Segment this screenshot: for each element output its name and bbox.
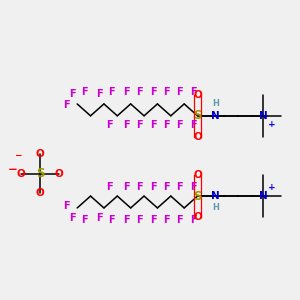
Text: F: F [123,215,130,225]
Text: S: S [193,190,202,202]
Text: F: F [190,182,196,192]
Text: F: F [136,215,143,225]
Text: −: − [14,152,22,160]
Text: O: O [193,90,202,100]
Text: F: F [106,182,113,192]
Text: O: O [16,169,25,179]
Text: +: + [268,183,276,192]
Text: O: O [36,149,44,160]
Text: F: F [81,215,88,225]
Text: O: O [193,170,202,180]
Text: N: N [211,111,220,121]
Text: F: F [176,87,183,97]
Text: F: F [136,182,143,192]
Text: H: H [212,99,219,108]
Text: F: F [123,182,130,192]
Text: F: F [123,87,130,97]
Text: F: F [150,120,156,130]
Text: F: F [163,120,170,130]
Text: S: S [36,167,44,180]
Text: F: F [176,120,183,130]
Text: N: N [259,191,267,201]
Text: N: N [259,111,267,121]
Text: F: F [176,182,183,192]
Text: F: F [108,87,115,97]
Text: F: F [150,87,156,97]
Text: F: F [176,215,183,225]
Text: F: F [108,215,115,225]
Text: S: S [193,109,202,122]
Text: F: F [64,202,70,212]
Text: O: O [193,212,202,222]
Text: H: H [212,203,219,212]
Text: F: F [190,215,196,225]
Text: F: F [163,215,170,225]
Text: F: F [163,182,170,192]
Text: F: F [96,213,103,224]
Text: F: F [136,87,143,97]
Text: F: F [69,213,76,224]
Text: F: F [96,88,103,98]
Text: F: F [81,87,88,97]
Text: O: O [55,169,64,179]
Text: F: F [150,215,156,225]
Text: N: N [211,191,220,201]
Text: F: F [190,120,196,130]
Text: F: F [150,182,156,192]
Text: F: F [136,120,143,130]
Text: −: − [8,163,17,176]
Text: F: F [123,120,130,130]
Text: O: O [193,132,202,142]
Text: F: F [64,100,70,110]
Text: F: F [69,88,76,98]
Text: O: O [36,188,44,198]
Text: F: F [106,120,113,130]
Text: F: F [163,87,170,97]
Text: +: + [268,120,276,129]
Text: F: F [190,87,196,97]
